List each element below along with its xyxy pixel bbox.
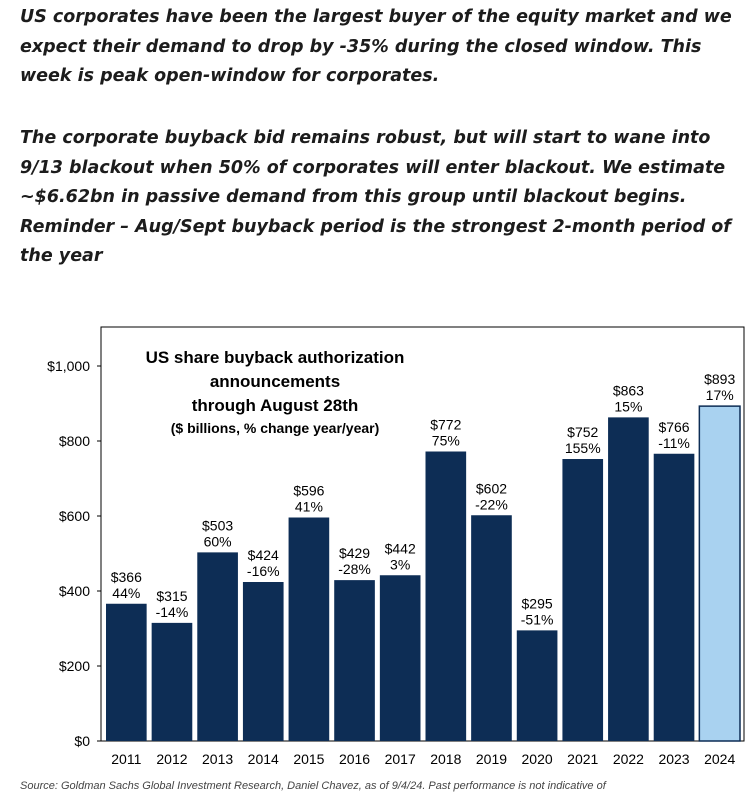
y-tick-label: $0 [74, 733, 90, 749]
bar-2013 [197, 552, 238, 741]
bar-2024 [698, 405, 741, 742]
pct-label: 44% [112, 585, 140, 601]
y-tick-label: $1,000 [47, 358, 90, 374]
y-axis: $0 $200 $400 $600 $800 $1,000 [47, 358, 101, 749]
x-tick-label: 2023 [658, 751, 689, 767]
value-label: $602 [476, 480, 507, 496]
x-tick-label: 2019 [476, 751, 507, 767]
chart-title-line: US share buyback authorization [146, 348, 405, 367]
y-tick-label: $800 [59, 433, 90, 449]
bar-2017 [379, 575, 421, 741]
plot-frame [100, 326, 745, 742]
pct-label: -22% [475, 496, 508, 512]
pct-label: -51% [521, 611, 554, 627]
x-tick-label: 2015 [293, 751, 324, 767]
pct-label: 41% [295, 499, 323, 515]
bar-2020 [516, 630, 558, 741]
buyback-paragraph: The corporate buyback bid remains robust… [20, 128, 731, 266]
pct-label: 17% [706, 387, 734, 403]
pct-label: -16% [247, 563, 280, 579]
value-label: $429 [339, 545, 370, 561]
bar-2016 [334, 580, 375, 741]
source-note: Source: Goldman Sachs Global Investment … [20, 780, 606, 792]
value-label: $893 [704, 371, 735, 387]
pct-label: -28% [338, 561, 371, 577]
pct-label: 3% [390, 556, 410, 572]
bar-2022 [608, 417, 649, 741]
x-tick-label: 2024 [704, 751, 735, 767]
bars [106, 405, 741, 742]
value-label: $752 [567, 424, 598, 440]
value-label: $772 [430, 417, 461, 433]
bar-2021 [562, 459, 604, 741]
y-tick-label: $200 [59, 658, 90, 674]
x-tick-label: 2018 [430, 751, 461, 767]
value-label: $766 [658, 419, 689, 435]
value-label: $596 [293, 483, 324, 499]
pct-label: 75% [432, 433, 460, 449]
value-label: $315 [156, 588, 187, 604]
bar-2019 [471, 515, 512, 741]
pct-label: 60% [204, 533, 232, 549]
x-tick-label: 2017 [385, 751, 416, 767]
bar-2015 [288, 517, 330, 741]
y-tick-label: $600 [59, 508, 90, 524]
x-tick-label: 2011 [111, 751, 141, 767]
pct-label: 155% [565, 440, 601, 456]
value-label: $366 [111, 569, 142, 585]
x-tick-label: 2016 [339, 751, 370, 767]
bar-2012 [151, 622, 193, 741]
chart-title-line: announcements [210, 372, 340, 391]
bar-2011 [106, 603, 147, 741]
pct-label: -11% [658, 435, 690, 451]
x-tick-label: 2014 [248, 751, 279, 767]
x-tick-label: 2020 [522, 751, 553, 767]
chart-title: US share buyback authorization announceme… [146, 348, 405, 436]
bar-2014 [242, 582, 284, 741]
y-tick-label: $400 [59, 583, 90, 599]
intro-paragraph: US corporates have been the largest buye… [20, 7, 732, 86]
chart-title-line: through August 28th [192, 396, 359, 415]
pct-label: 15% [614, 398, 642, 414]
value-label: $863 [613, 382, 644, 398]
pct-label: -14% [156, 604, 189, 620]
value-label: $442 [385, 540, 416, 556]
chart-title-line: ($ billions, % change year/year) [171, 420, 380, 436]
value-label: $424 [248, 547, 279, 563]
bar-2023 [653, 453, 695, 741]
value-label: $503 [202, 517, 233, 533]
x-tick-label: 2021 [567, 751, 598, 767]
bar-2018 [425, 451, 467, 741]
x-axis: 2011 2012 2013 2014 2015 2016 2017 2018 2019 2020… [111, 751, 735, 767]
x-tick-label: 2012 [156, 751, 187, 767]
value-label: $295 [522, 595, 553, 611]
x-tick-label: 2022 [613, 751, 644, 767]
x-tick-label: 2013 [202, 751, 233, 767]
